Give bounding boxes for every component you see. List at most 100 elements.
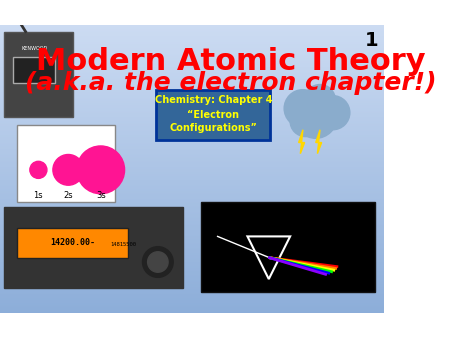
Bar [4,32,72,117]
Bar [0,291,384,292]
Bar [0,144,384,145]
Bar [0,176,384,177]
Bar [0,178,384,179]
Bar [0,118,384,119]
Bar [0,137,384,138]
Text: 1s: 1s [34,191,43,200]
Bar [0,167,384,168]
Circle shape [316,96,350,130]
Bar [0,194,384,195]
Bar [0,260,384,261]
Bar [0,256,384,257]
Bar [0,44,384,45]
FancyBboxPatch shape [156,90,270,140]
Bar [0,220,384,221]
Bar [0,293,384,294]
Polygon shape [316,130,322,154]
Bar [0,277,384,278]
Circle shape [143,247,173,277]
Bar [0,308,384,309]
Bar [0,62,384,63]
Bar [0,266,384,267]
Bar [0,68,384,69]
Bar [0,298,384,299]
Bar [0,269,384,270]
Bar [0,63,384,64]
Bar [0,163,384,164]
Bar [0,302,384,303]
Bar [0,103,384,104]
Bar [0,285,384,286]
Bar [0,161,384,162]
Bar [0,92,384,93]
Bar [0,150,384,151]
Bar [0,130,384,131]
Bar [0,187,384,188]
Bar [0,192,384,193]
Bar [0,107,384,108]
Bar [0,31,384,32]
Bar [0,148,384,149]
Bar [0,75,384,76]
Bar [0,284,384,285]
Bar [0,247,384,248]
Bar [0,46,384,47]
Bar [0,134,384,135]
Bar [0,139,384,140]
Bar [0,229,384,230]
Bar [0,93,384,94]
Bar [0,171,384,172]
Text: 2s: 2s [63,191,73,200]
Bar [0,88,384,89]
Bar [0,128,384,129]
Bar [0,177,384,178]
Bar [0,32,384,33]
Bar [0,211,384,212]
Bar [0,213,384,214]
Bar [0,264,384,265]
Bar [0,273,384,274]
Bar [0,83,384,84]
Bar [0,104,384,105]
Bar [0,74,384,75]
Bar [0,87,384,88]
Bar [0,206,384,207]
Bar [0,250,384,251]
Bar [0,80,384,81]
Bar [0,226,384,227]
Bar [0,218,384,219]
Bar [0,132,384,133]
Bar [0,227,384,228]
Bar [0,195,384,196]
Bar [0,292,384,293]
Bar [0,164,384,165]
Bar [0,236,384,237]
Bar [0,67,384,68]
Bar [0,155,384,156]
Bar [0,241,384,242]
Bar [0,136,384,137]
Bar [0,52,384,53]
Bar [0,124,384,125]
Bar [0,230,384,231]
Bar [0,119,384,120]
Bar [201,202,375,292]
Circle shape [294,96,337,138]
Bar [0,38,384,39]
Bar [0,159,384,160]
Bar [0,125,384,126]
Bar [4,207,184,288]
Bar [0,237,384,238]
Bar [0,261,384,262]
Text: 14815500: 14815500 [111,242,137,247]
Bar [0,301,384,302]
Bar [0,147,384,148]
Bar [0,35,384,36]
Bar [0,212,384,213]
Bar [0,311,384,312]
Bar [0,198,384,199]
Bar [0,86,384,87]
Bar [0,262,384,263]
Bar [0,73,384,74]
Bar [0,140,384,141]
